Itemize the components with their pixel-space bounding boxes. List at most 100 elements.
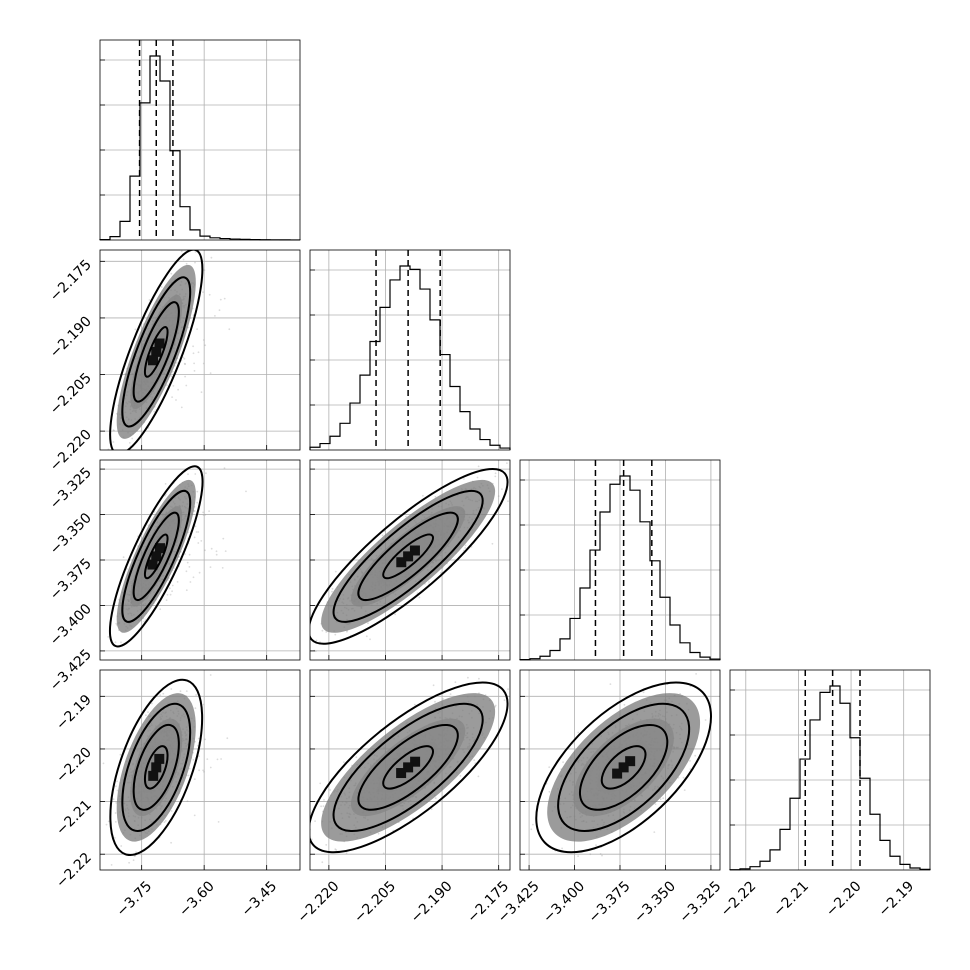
sample-point (198, 755, 200, 758)
sample-point (459, 775, 462, 777)
sample-point (220, 758, 223, 760)
sample-point (334, 848, 337, 851)
sample-point (168, 587, 171, 590)
sample-point (334, 570, 337, 573)
density-cell (154, 753, 165, 764)
contour-3 (109, 678, 204, 857)
sample-point (208, 510, 211, 512)
sample-point (185, 570, 188, 573)
histogram-2 (519, 475, 721, 661)
sample-point (170, 841, 173, 844)
sample-point (432, 684, 435, 687)
sample-point (170, 688, 173, 690)
sample-point (193, 370, 196, 372)
sample-point (507, 688, 509, 690)
contour-2 (332, 489, 484, 623)
sample-point (160, 286, 163, 288)
sample-point (245, 490, 247, 493)
sample-point (334, 633, 337, 636)
sample-point (135, 851, 137, 853)
sample-point (205, 472, 207, 475)
sample-point (210, 256, 213, 259)
sample-point (382, 852, 385, 855)
sample-point (194, 261, 196, 264)
sample-point (131, 437, 134, 440)
sample-point (187, 473, 189, 476)
sample-point (321, 861, 324, 864)
sample-point (439, 572, 442, 574)
sample-point (147, 711, 149, 713)
sample-point (601, 854, 603, 857)
sample-point (166, 593, 169, 596)
sample-point (331, 587, 334, 590)
contour-2 (121, 276, 192, 428)
sample-point (197, 531, 200, 533)
sample-point (187, 774, 190, 777)
sample-point (112, 798, 115, 801)
sample-point (202, 769, 205, 772)
sample-point (202, 362, 205, 365)
sample-point (494, 472, 497, 475)
pair-panel-3-0 (99, 669, 301, 871)
sample-point (343, 761, 345, 763)
sample-point (184, 363, 187, 366)
contour-1 (357, 723, 459, 811)
sample-point (202, 339, 205, 341)
pair-frame (99, 669, 301, 871)
sample-point (206, 758, 209, 760)
diag-panel-2 (519, 459, 721, 661)
sample-point (501, 488, 503, 490)
diag-panel-1 (309, 249, 511, 451)
sample-point (463, 478, 465, 480)
sample-point (153, 410, 156, 413)
sample-point (321, 629, 324, 632)
sample-point (193, 814, 196, 817)
sample-point (194, 251, 197, 253)
sample-point (223, 297, 226, 300)
contour-0 (143, 533, 169, 580)
sample-point (210, 547, 213, 550)
sample-point (170, 810, 173, 812)
sample-point (197, 737, 200, 740)
sample-point (164, 494, 167, 497)
sample-point (194, 473, 197, 475)
sample-point (102, 762, 105, 765)
contour-0 (143, 745, 169, 790)
sample-point (214, 315, 216, 317)
sample-point (185, 262, 188, 265)
sample-point (462, 549, 465, 552)
sample-point (179, 690, 182, 693)
density-cell (147, 559, 158, 570)
contour-0 (382, 745, 434, 790)
sample-point (193, 362, 196, 365)
sample-point (599, 853, 602, 855)
contour-2 (332, 702, 484, 832)
sample-point (194, 525, 197, 528)
sample-point (454, 681, 457, 684)
sample-point (464, 547, 467, 549)
sample-point (116, 789, 119, 792)
sample-point (171, 396, 174, 398)
sample-point (192, 758, 195, 761)
sample-point (200, 391, 203, 394)
sample-point (192, 352, 195, 355)
sample-point (589, 853, 592, 856)
sample-point (186, 800, 189, 803)
sample-point (548, 790, 551, 793)
sample-point (159, 608, 162, 611)
sample-point (222, 537, 225, 540)
diag-frame-0 (99, 39, 301, 241)
sample-point (170, 375, 173, 378)
pair-frame (309, 669, 511, 871)
sample-point (491, 542, 494, 545)
sample-point (200, 540, 203, 542)
sample-point (128, 442, 131, 444)
contour-0 (382, 533, 434, 580)
sample-point (164, 483, 167, 485)
histogram-1 (309, 265, 511, 450)
diag-frame-1 (309, 249, 511, 451)
sample-point (694, 754, 697, 757)
sample-point (176, 581, 179, 583)
sample-point (197, 351, 200, 354)
